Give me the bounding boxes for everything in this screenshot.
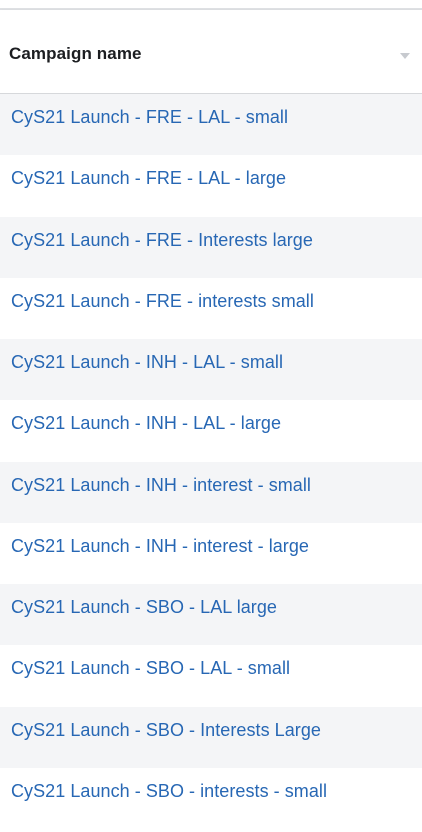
table-row: CyS21 Launch - FRE - LAL - small bbox=[0, 94, 422, 156]
table-row: CyS21 Launch - SBO - interests - small bbox=[0, 767, 422, 829]
campaign-link[interactable]: CyS21 Launch - SBO - LAL - small bbox=[11, 658, 291, 679]
campaign-link[interactable]: CyS21 Launch - SBO - LAL large bbox=[11, 597, 277, 617]
campaign-list: CyS21 Launch - FRE - LAL - small CyS21 L… bbox=[0, 94, 422, 829]
table-row: CyS21 Launch - INH - interest - large bbox=[0, 522, 422, 584]
campaign-link[interactable]: CyS21 Launch - INH - LAL - large bbox=[11, 413, 282, 434]
table-row: CyS21 Launch - SBO - LAL - small bbox=[0, 645, 422, 707]
campaign-link[interactable]: CyS21 Launch - FRE - LAL - small bbox=[11, 107, 289, 127]
campaign-link[interactable]: CyS21 Launch - INH - interest - small bbox=[11, 474, 311, 495]
table-row: CyS21 Launch - SBO - LAL large bbox=[0, 584, 422, 646]
campaign-link[interactable]: CyS21 Launch - INH - LAL - small bbox=[11, 352, 284, 372]
table-row: CyS21 Launch - FRE - LAL - large bbox=[0, 155, 422, 217]
campaign-link[interactable]: CyS21 Launch - SBO - interests - small bbox=[11, 780, 328, 801]
campaign-link[interactable]: CyS21 Launch - FRE - interests small bbox=[11, 290, 314, 311]
chevron-down-icon[interactable] bbox=[400, 53, 410, 59]
column-header-label: Campaign name bbox=[9, 44, 142, 63]
table-row: CyS21 Launch - INH - LAL - large bbox=[0, 400, 422, 462]
column-header[interactable]: Campaign name bbox=[0, 10, 422, 94]
table-row: CyS21 Launch - INH - interest - small bbox=[0, 461, 422, 523]
campaign-link[interactable]: CyS21 Launch - INH - interest - large bbox=[11, 535, 309, 556]
top-divider bbox=[0, 8, 422, 10]
table-row: CyS21 Launch - FRE - interests small bbox=[0, 277, 422, 339]
table-row: CyS21 Launch - SBO - Interests Large bbox=[0, 706, 422, 768]
campaign-link[interactable]: CyS21 Launch - FRE - Interests large bbox=[11, 229, 313, 250]
table-row: CyS21 Launch - FRE - Interests large bbox=[0, 216, 422, 278]
campaign-link[interactable]: CyS21 Launch - SBO - Interests Large bbox=[11, 719, 321, 740]
table-row: CyS21 Launch - INH - LAL - small bbox=[0, 339, 422, 401]
campaign-link[interactable]: CyS21 Launch - FRE - LAL - large bbox=[11, 168, 287, 189]
